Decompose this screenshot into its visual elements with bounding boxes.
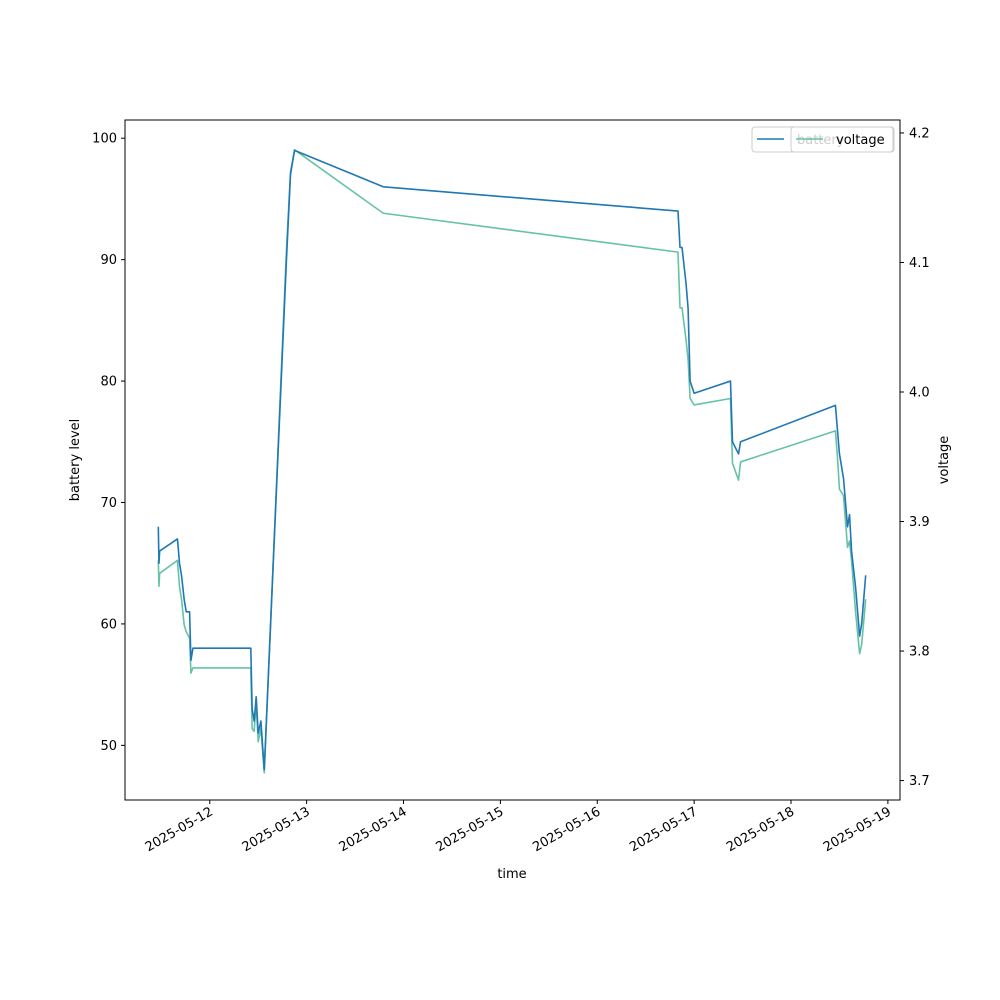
y-left-tick-label: 80 xyxy=(100,375,117,390)
legend: batteryvoltage xyxy=(751,126,895,153)
x-axis-label: time xyxy=(497,867,526,882)
y-right-tick-label: 4.2 xyxy=(909,126,930,141)
series-line-voltage xyxy=(157,148,867,774)
y-left-tick-label: 50 xyxy=(100,739,117,754)
y-left-tick-label: 60 xyxy=(100,617,117,632)
y-right-tick-label: 4.0 xyxy=(909,386,930,401)
x-tick-label: 2025-05-14 xyxy=(337,804,410,855)
x-tick-label: 2025-05-17 xyxy=(627,804,700,855)
y-left-tick-label: 70 xyxy=(100,496,117,511)
legend-label-voltage: voltage xyxy=(836,133,885,148)
axes-frame xyxy=(124,119,901,801)
x-tick-label: 2025-05-15 xyxy=(433,804,506,855)
y-right-tick-label: 3.8 xyxy=(909,645,930,660)
x-tick-label: 2025-05-13 xyxy=(240,804,313,855)
legend-frame xyxy=(790,126,894,153)
x-axis: 2025-05-12 2025-05-13 2025-05-14 2025-05-15… xyxy=(143,800,894,855)
plot-area xyxy=(124,119,901,801)
series-line-battery xyxy=(157,149,867,771)
x-tick-label: 2025-05-18 xyxy=(724,804,797,855)
x-tick-label: 2025-05-12 xyxy=(143,804,216,855)
y-left-tick-label: 100 xyxy=(92,132,117,147)
y-axis-right: 3.7 3.8 3.9 4.0 4.1 4.2 xyxy=(900,126,930,789)
y-axis-right-label: voltage xyxy=(937,436,952,485)
x-tick-label: 2025-05-19 xyxy=(821,804,894,855)
y-left-tick-label: 90 xyxy=(100,253,117,268)
y-right-tick-label: 3.9 xyxy=(909,515,930,530)
y-axis-left: 50 60 70 80 90 100 xyxy=(92,132,125,754)
y-right-tick-label: 4.1 xyxy=(909,256,930,271)
y-axis-left-label: battery level xyxy=(68,419,83,502)
legend-box-right: voltage xyxy=(790,126,894,153)
y-right-tick-label: 3.7 xyxy=(909,774,930,789)
series-layer xyxy=(157,148,867,774)
x-tick-label: 2025-05-16 xyxy=(530,804,603,855)
